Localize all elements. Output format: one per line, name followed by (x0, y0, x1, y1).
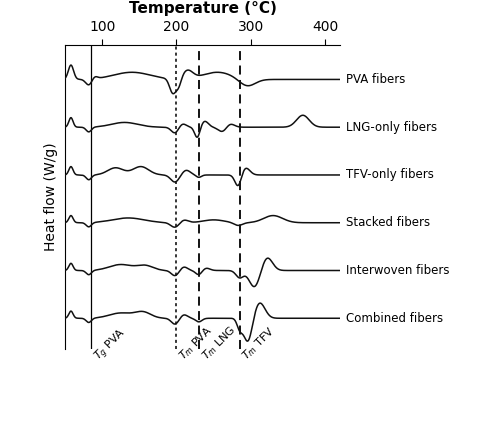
X-axis label: Temperature (°C): Temperature (°C) (128, 1, 276, 17)
Y-axis label: Heat flow (W/g): Heat flow (W/g) (44, 142, 58, 251)
Text: $T_{g}$ PVA: $T_{g}$ PVA (91, 325, 130, 365)
Text: $T_{m}$ TFV: $T_{m}$ TFV (240, 324, 279, 363)
Text: Interwoven fibers: Interwoven fibers (346, 264, 449, 277)
Text: PVA fibers: PVA fibers (346, 73, 405, 86)
Text: Combined fibers: Combined fibers (346, 312, 442, 325)
Text: $T_{m}$ PVA: $T_{m}$ PVA (176, 323, 216, 363)
Text: $T_{m}$ LNG: $T_{m}$ LNG (199, 323, 238, 363)
Text: LNG-only fibers: LNG-only fibers (346, 121, 436, 134)
Text: TFV-only fibers: TFV-only fibers (346, 169, 434, 181)
Text: Stacked fibers: Stacked fibers (346, 216, 430, 229)
